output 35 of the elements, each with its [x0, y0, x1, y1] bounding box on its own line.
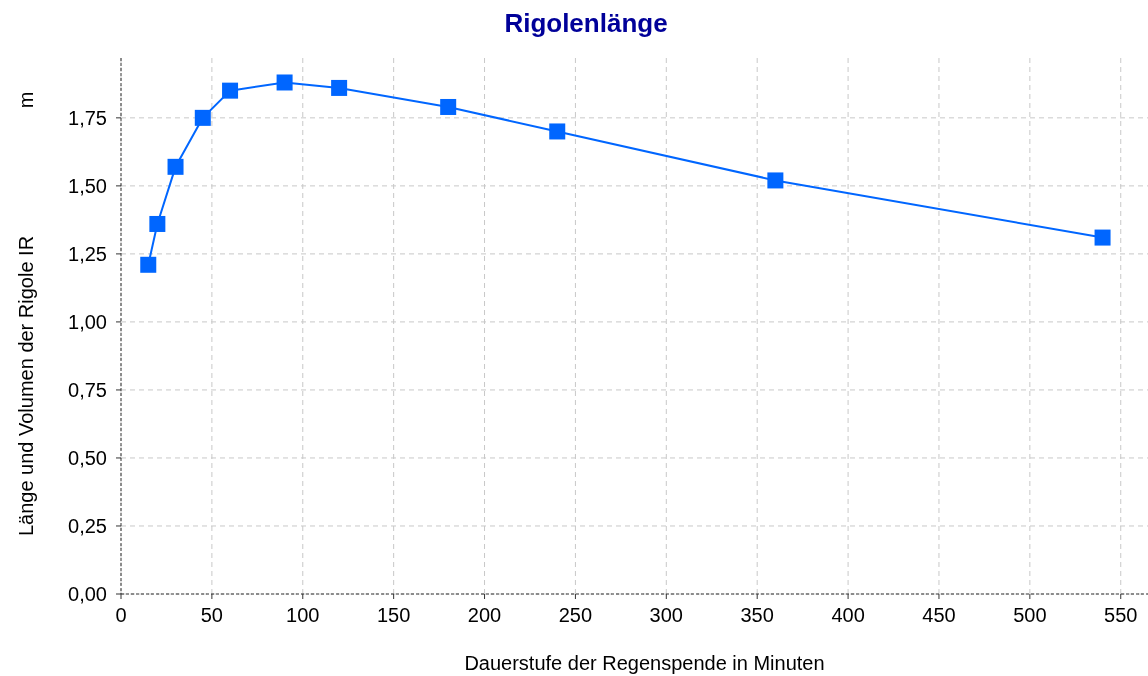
x-tick-label: 200 — [467, 604, 502, 626]
x-tick-label: 500 — [1013, 604, 1047, 626]
point — [767, 172, 784, 189]
y-tick-label: 0,00 — [68, 583, 107, 605]
point — [194, 109, 211, 126]
y-tick-label: 1,25 — [68, 242, 107, 265]
point — [140, 256, 157, 273]
x-tick-label: 400 — [831, 604, 865, 626]
point — [222, 82, 239, 99]
y-tick-label: 0,75 — [68, 378, 107, 401]
x-tick-label: 250 — [558, 604, 593, 626]
point — [167, 158, 184, 175]
y-tick-label: 0,25 — [68, 514, 107, 537]
y-axis-title: Länge und Volumen der Rigole IR — [15, 235, 37, 537]
point — [549, 123, 566, 140]
point — [440, 98, 457, 115]
x-tick-label: 300 — [649, 604, 683, 626]
y-tick-label: 1,75 — [68, 106, 107, 129]
x-axis-title: Dauerstufe der Regenspende in Minuten — [464, 652, 825, 674]
text: m — [15, 91, 37, 109]
x-tick-label: 100 — [286, 604, 320, 626]
point — [149, 215, 166, 232]
x-tick-label: 450 — [922, 604, 956, 626]
x-tick-label: 350 — [740, 604, 774, 626]
x-tick-label: 0 — [115, 604, 127, 626]
chart-title: Rigolenlänge — [504, 8, 668, 38]
x-tick-label: 550 — [1104, 604, 1138, 626]
y-tick-label: 0,50 — [68, 446, 107, 469]
point — [331, 79, 348, 96]
y-tick-label: 1,50 — [68, 174, 107, 197]
point — [1094, 229, 1111, 246]
x-tick-label: 50 — [200, 604, 224, 626]
x-tick-label: 150 — [376, 604, 411, 626]
y-tick-label: 1,00 — [68, 310, 107, 333]
point — [276, 74, 293, 91]
